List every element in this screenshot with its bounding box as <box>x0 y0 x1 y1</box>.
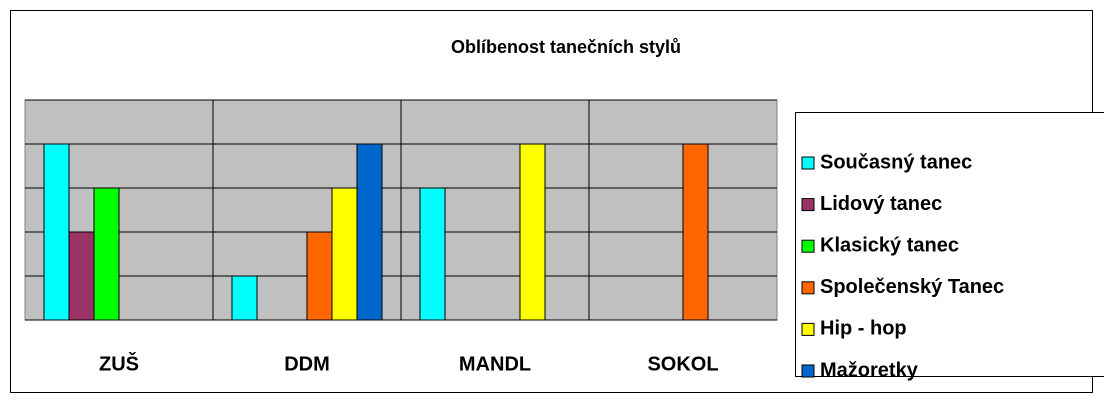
bar <box>682 143 709 321</box>
bar <box>231 275 258 321</box>
x-tick-label: MANDL <box>459 353 531 375</box>
legend-swatch <box>801 364 815 378</box>
legend-swatch <box>801 281 815 295</box>
legend-swatch <box>801 239 815 253</box>
x-tick-label: SOKOL <box>647 353 718 375</box>
legend-box <box>795 112 1104 377</box>
bar <box>419 187 446 321</box>
legend-swatch <box>801 156 815 170</box>
bar <box>68 231 95 321</box>
bar <box>93 187 120 321</box>
bar <box>43 143 70 321</box>
legend-label: Společenský Tanec <box>820 276 1004 298</box>
chart-title: Oblíbenost tanečních stylů <box>451 37 681 57</box>
bar <box>356 143 383 321</box>
legend-label: Současný tanec <box>820 151 972 173</box>
legend-label: Lidový tanec <box>820 193 942 215</box>
legend-swatch <box>801 322 815 336</box>
legend-label: Klasický tanec <box>820 234 959 256</box>
x-tick-label: ZUŠ <box>99 351 139 375</box>
legend-label: Mažoretky <box>820 359 919 381</box>
bar <box>306 231 333 321</box>
legend-swatch <box>801 198 815 212</box>
bar <box>331 187 358 321</box>
legend-label: Hip - hop <box>820 318 907 340</box>
x-tick-label: DDM <box>284 353 330 375</box>
bar <box>519 143 546 321</box>
